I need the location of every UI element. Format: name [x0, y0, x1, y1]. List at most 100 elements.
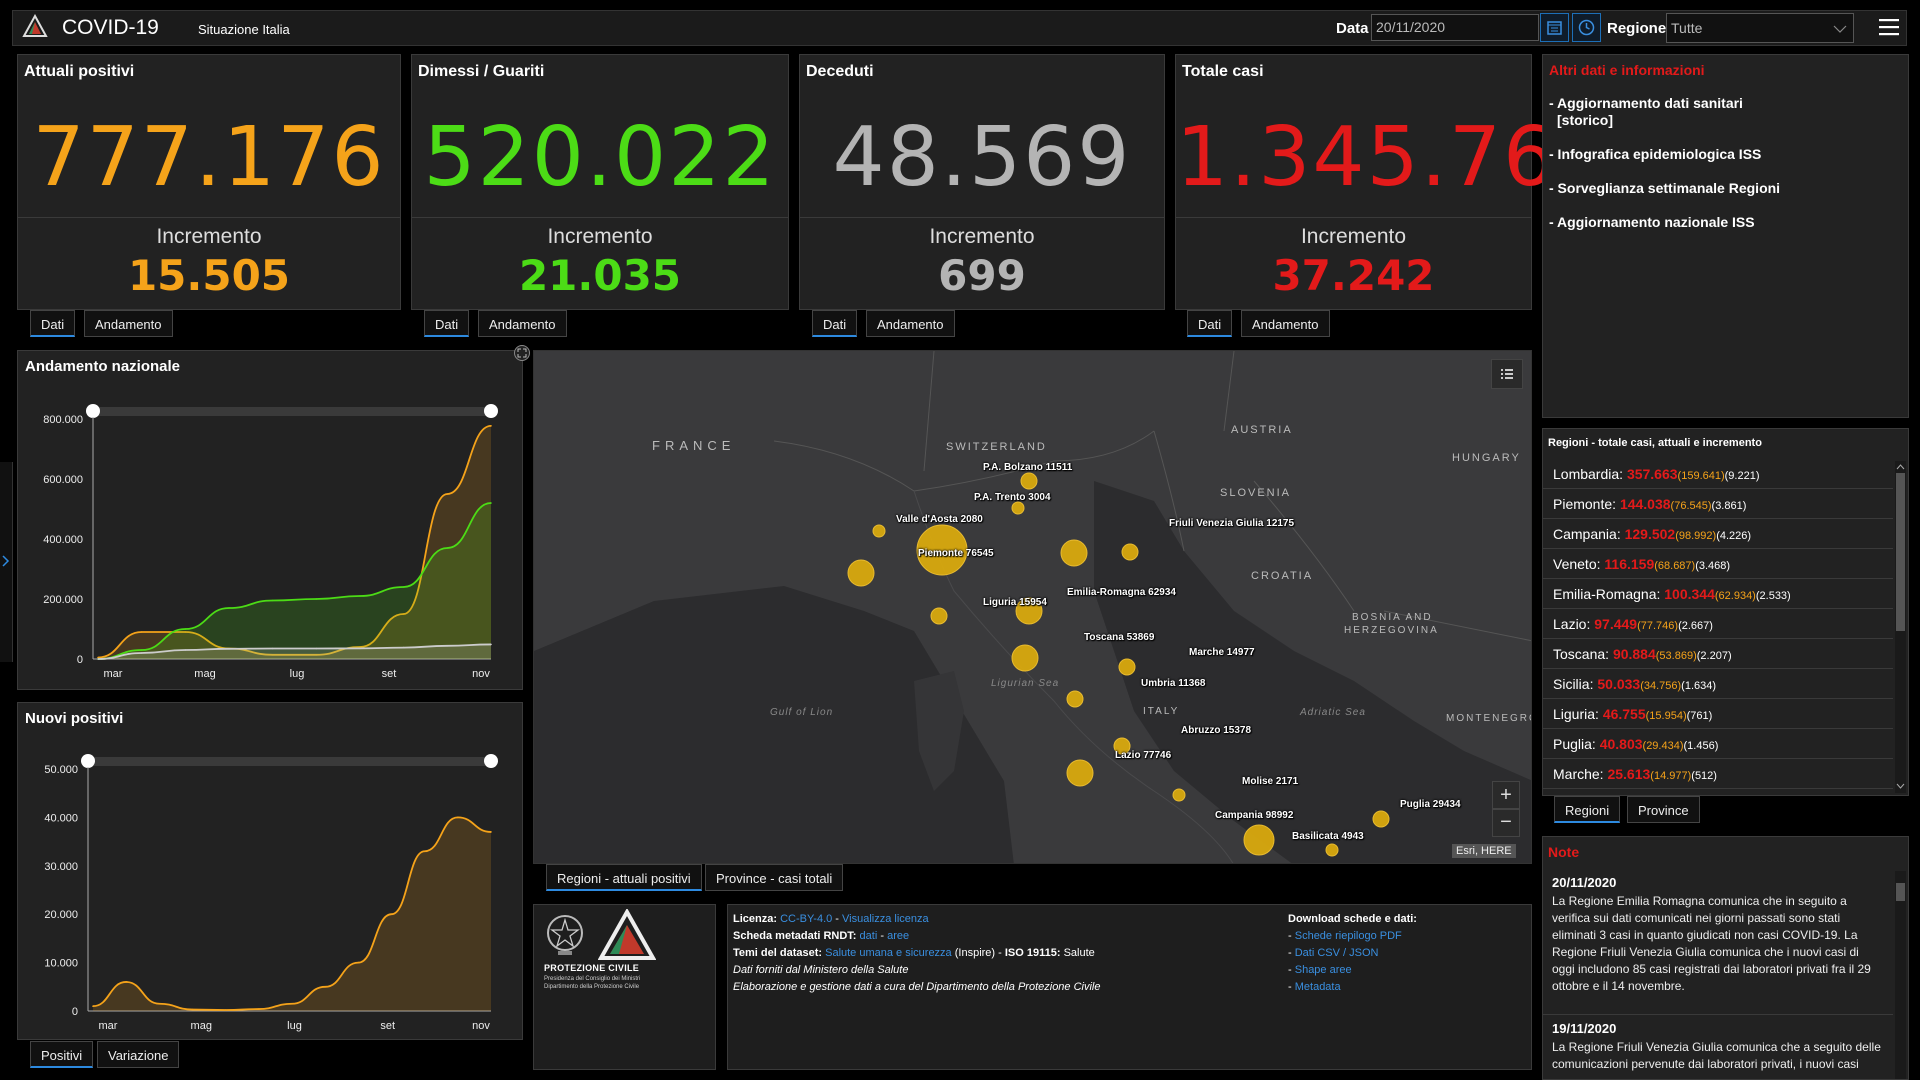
new-positives-chart[interactable]: 50.000 40.000 30.000 20.000 10.000 0 mar mag lug… [18, 703, 522, 1039]
link-sorveglianza-regioni[interactable]: - Sorveglianza settimanale Regioni [1549, 180, 1781, 196]
card-increment-value: 699 [938, 251, 1026, 300]
chevron-down-icon[interactable] [1896, 783, 1905, 790]
region-row[interactable]: Lombardia: 357.663(159.641)(9.221) [1543, 459, 1893, 489]
card-divider [800, 217, 1164, 218]
region-select[interactable]: Tutte [1666, 13, 1854, 43]
y-tick-label: 0 [77, 654, 83, 666]
footer-info-panel: Licenza: CC-BY-4.0 - Visualizza licenza … [727, 904, 1532, 1070]
side-panel-toggle[interactable] [0, 462, 13, 662]
data-point [271, 599, 274, 602]
tab-province[interactable]: Province [1627, 796, 1700, 823]
region-name: Liguria: [1553, 706, 1599, 722]
region-name: Marche: [1553, 766, 1604, 782]
tab-dati[interactable]: Dati [812, 310, 858, 337]
time-button[interactable] [1572, 13, 1601, 42]
metadata-dati-link[interactable]: dati [859, 930, 878, 942]
region-row[interactable]: Toscana: 90.884(53.869)(2.207) [1543, 639, 1893, 669]
range-slider-track[interactable] [88, 407, 496, 416]
range-slider-start-handle[interactable] [81, 754, 95, 768]
download-pdf-item[interactable]: - Schede riepilogo PDF [1288, 930, 1402, 942]
menu-icon[interactable] [1879, 18, 1899, 36]
logo-line-2: Presidenza del Consiglio dei Ministri [544, 976, 641, 982]
license-label: Licenza: [733, 913, 778, 925]
calendar-button[interactable] [1540, 13, 1569, 42]
tab-andamento[interactable]: Andamento [84, 310, 173, 337]
region-row[interactable]: Campania: 129.502(98.992)(4.226) [1543, 519, 1893, 549]
tab-dati[interactable]: Dati [30, 310, 76, 337]
tab-positivi[interactable]: Positivi [30, 1041, 94, 1068]
metadata-aree-link[interactable]: aree [887, 930, 910, 942]
link-aggiornamento-iss[interactable]: - Aggiornamento nazionale ISS [1549, 214, 1755, 230]
bubble-liguria [930, 607, 948, 625]
tab-variazione[interactable]: Variazione [97, 1041, 180, 1068]
country-label-france: FRANCE [652, 438, 736, 453]
region-row[interactable]: Lazio: 97.449(77.746)(2.667) [1543, 609, 1893, 639]
data-point [224, 1009, 227, 1011]
calendar-icon [1547, 21, 1562, 35]
region-row[interactable]: Puglia: 40.803(29.434)(1.456) [1543, 729, 1893, 759]
region-row[interactable]: Marche: 25.613(14.977)(512) [1543, 759, 1893, 789]
scrollbar-thumb[interactable] [1896, 473, 1905, 631]
tab-andamento[interactable]: Andamento [478, 310, 567, 337]
region-row[interactable]: Piemonte: 144.038(76.545)(3.861) [1543, 489, 1893, 519]
region-total: 116.159 [1604, 556, 1655, 572]
note-line: Regione Friuli Venezia Giulia comunica c… [1552, 945, 1859, 959]
region-name: Campania: [1553, 526, 1621, 542]
note-line: comunicazioni pervenute dai laboratori p… [1552, 1057, 1859, 1071]
tab-andamento[interactable]: Andamento [1241, 310, 1330, 337]
zoom-in-button[interactable]: + [1492, 781, 1520, 809]
note-line: La Regione Emilia Romagna comunica che i… [1552, 894, 1847, 908]
download-metadata-item[interactable]: - Metadata [1288, 981, 1341, 993]
license-view-link[interactable]: Visualizza licenza [842, 913, 929, 925]
range-slider-track[interactable] [83, 757, 496, 766]
map-legend-button[interactable] [1491, 359, 1523, 389]
series-line[interactable] [97, 643, 492, 660]
themes-link[interactable]: Salute umana e sicurezza [825, 947, 952, 959]
scrollbar[interactable] [1895, 461, 1906, 793]
link-infografica-iss[interactable]: - Infografica epidemiologica ISS [1549, 146, 1762, 162]
tab-andamento[interactable]: Andamento [866, 310, 955, 337]
date-input[interactable]: 20/11/2020 [1371, 14, 1539, 41]
expand-icon[interactable] [513, 344, 531, 362]
download-metadata-link[interactable]: Metadata [1294, 981, 1341, 993]
zoom-out-button[interactable]: − [1492, 809, 1520, 837]
card-increment-label: Incremento [156, 225, 262, 248]
region-row[interactable]: Emilia-Romagna: 100.344(62.934)(2.533) [1543, 579, 1893, 609]
scrollbar-thumb[interactable] [1896, 883, 1905, 901]
national-trend-chart[interactable]: 800.000 600.000 400.000 200.000 0 mar mag lug se… [18, 351, 522, 689]
download-csv-item[interactable]: - Dati CSV / JSON [1288, 947, 1379, 959]
x-tick-label: lug [287, 1020, 302, 1032]
note-line: verifica sui dati comunicati nei giorni … [1552, 911, 1841, 925]
series-line[interactable] [97, 502, 492, 660]
range-slider-start-handle[interactable] [86, 404, 100, 418]
data-point [191, 1008, 194, 1011]
card-title: Attuali positivi [24, 63, 135, 80]
region-row[interactable]: Veneto: 116.159(68.687)(3.468) [1543, 549, 1893, 579]
map-attribution[interactable]: Esri, HERE [1452, 844, 1516, 858]
chevron-up-icon[interactable] [1896, 463, 1905, 470]
license-value-link[interactable]: CC-BY-4.0 [780, 913, 833, 925]
scrollbar[interactable] [1895, 871, 1906, 1079]
region-row[interactable]: Liguria: 46.755(15.954)(761) [1543, 699, 1893, 729]
download-shape-link[interactable]: Shape aree [1294, 964, 1352, 976]
link-storico[interactable]: [storico] [1557, 112, 1613, 128]
range-slider-end-handle[interactable] [484, 754, 498, 768]
tab-regioni[interactable]: Regioni [1554, 796, 1621, 823]
tab-dati[interactable]: Dati [1187, 310, 1233, 337]
region-increment: (1.634) [1681, 680, 1717, 692]
link-aggiornamento-dati[interactable]: - Aggiornamento dati sanitari [1549, 95, 1743, 111]
map-view[interactable]: FRANCE SWITZERLAND AUSTRIA HUNGARY SLOVE… [533, 350, 1532, 864]
regions-list[interactable]: Lombardia: 357.663(159.641)(9.221) Piemon… [1543, 459, 1893, 794]
download-csv-link[interactable]: Dati CSV / JSON [1294, 947, 1379, 959]
download-shape-item[interactable]: - Shape aree [1288, 964, 1352, 976]
tab-province-casi-totali[interactable]: Province - casi totali [705, 864, 844, 891]
data-point [402, 586, 405, 588]
region-row[interactable]: Sicilia: 50.033(34.756)(1.634) [1543, 669, 1893, 699]
range-slider-end-handle[interactable] [484, 404, 498, 418]
date-label: Data [1336, 20, 1369, 37]
tab-regioni-attuali-positivi[interactable]: Regioni - attuali positivi [546, 864, 702, 891]
download-pdf-link[interactable]: Schede riepilogo PDF [1294, 930, 1402, 942]
note-body: La Regione Friuli Venezia Giulia comunic… [1552, 1039, 1881, 1073]
region-active: (76.545) [1670, 500, 1712, 512]
tab-dati[interactable]: Dati [424, 310, 470, 337]
